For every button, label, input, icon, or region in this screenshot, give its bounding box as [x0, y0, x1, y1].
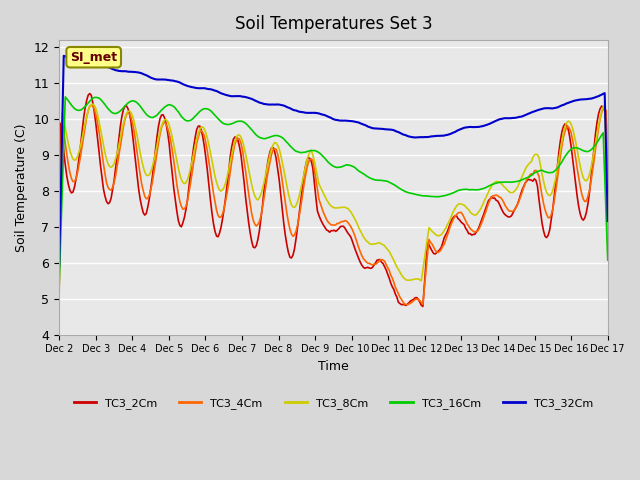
X-axis label: Time: Time	[318, 360, 349, 373]
Title: Soil Temperatures Set 3: Soil Temperatures Set 3	[235, 15, 432, 33]
Y-axis label: Soil Temperature (C): Soil Temperature (C)	[15, 123, 28, 252]
Legend: TC3_2Cm, TC3_4Cm, TC3_8Cm, TC3_16Cm, TC3_32Cm: TC3_2Cm, TC3_4Cm, TC3_8Cm, TC3_16Cm, TC3…	[69, 393, 598, 413]
Text: SI_met: SI_met	[70, 51, 117, 64]
